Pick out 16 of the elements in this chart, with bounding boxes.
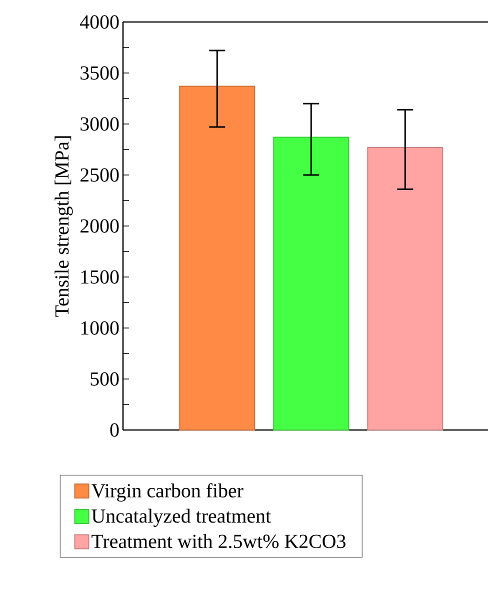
legend-label: Virgin carbon fiber [91, 483, 244, 502]
y-tick-label: 2500 [80, 168, 119, 182]
bar [273, 136, 350, 430]
y-tick-label: 3000 [80, 117, 119, 131]
legend-label: Uncatalyzed treatment [92, 508, 271, 527]
y-tick-label: 500 [90, 372, 119, 386]
y-tick-label: 0 [110, 423, 119, 437]
bar [367, 146, 444, 430]
y-tick-label: 2000 [80, 219, 119, 233]
y-tick-label: 4000 [80, 15, 119, 29]
y-tick-label: 1500 [81, 270, 119, 284]
y-axis-title: Tensile strength [MPa] [54, 136, 73, 317]
y-tick-label: 1000 [81, 321, 119, 335]
legend-label: Treatment with 2.5wt% K2CO3 [92, 534, 346, 548]
y-tick-label: 3500 [80, 66, 119, 80]
bar [179, 86, 256, 430]
